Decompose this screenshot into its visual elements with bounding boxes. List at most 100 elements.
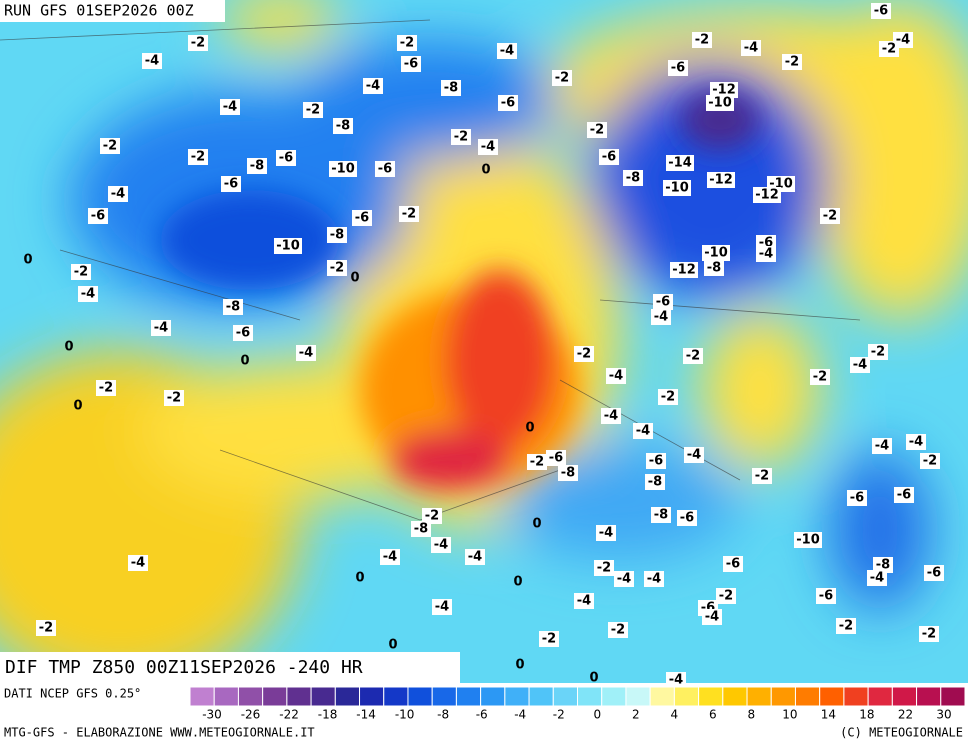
contour-label: -4 (705, 610, 719, 625)
colorbar-tick-label: 22 (898, 708, 913, 722)
credit-label: MTG-GFS - ELABORAZIONE WWW.METEOGIORNALE… (4, 726, 315, 740)
colorbar-swatch (770, 686, 796, 707)
colorbar-tick-label: 6 (709, 708, 717, 722)
label-box (658, 389, 678, 405)
contour-label: -4 (299, 346, 313, 361)
label-box (668, 60, 688, 76)
label-box (906, 434, 926, 450)
label-box (644, 571, 664, 587)
contour-label: 0 (240, 354, 249, 369)
colorbar-tick-label: 4 (670, 708, 678, 722)
label-box (128, 555, 148, 571)
contour-label: -6 (671, 61, 685, 76)
label-box (220, 99, 240, 115)
label-box (432, 599, 452, 615)
contour-label: -6 (819, 589, 833, 604)
contour-label: -2 (191, 150, 205, 165)
label-box (380, 549, 400, 565)
contour-label: -2 (823, 209, 837, 224)
label-box (741, 40, 761, 56)
colorbar-tick-label: -8 (437, 708, 449, 722)
label-box (753, 187, 781, 203)
contour-label: 0 (481, 163, 490, 178)
label-box (574, 346, 594, 362)
label-box (108, 186, 128, 202)
colorbar: -30 -26 -22 -18 -14 -10 -8 -6 -4 -2 0 2 4 6 8 10 14 18 22 3… (189, 686, 966, 722)
contour-label: -6 (355, 211, 369, 226)
label-box (666, 672, 686, 688)
colorbar-tick-label: -30 (202, 708, 222, 722)
label-box (596, 525, 616, 541)
contour-label: 0 (350, 271, 359, 286)
contour-label: -2 (590, 123, 604, 138)
colorbar-swatch (383, 686, 409, 707)
contour-label: -4 (435, 600, 449, 615)
contour-label: -6 (549, 451, 563, 466)
contour-label: -4 (383, 550, 397, 565)
label-box (794, 532, 822, 548)
copyright-label: (C) METEOGIORNALE (840, 726, 963, 740)
contour-label: -8 (876, 558, 890, 573)
label-box (836, 618, 856, 634)
label-box (71, 264, 91, 280)
contour-label: -2 (871, 345, 885, 360)
label-box (879, 41, 899, 57)
colorbar-swatch (189, 686, 215, 707)
temperature-field (0, 0, 968, 683)
label-box (276, 150, 296, 166)
contour-label: -2 (661, 390, 675, 405)
label-box (375, 161, 395, 177)
label-box (683, 348, 703, 364)
contour-label: -4 (609, 369, 623, 384)
contour-label: -2 (99, 381, 113, 396)
contour-label: -8 (561, 466, 575, 481)
label-box (188, 149, 208, 165)
contour-label: 0 (532, 517, 541, 532)
contour-label: -2 (555, 71, 569, 86)
label-box (397, 35, 417, 51)
colorbar-swatch (359, 686, 385, 707)
label-box (606, 368, 626, 384)
contour-label: -8 (444, 81, 458, 96)
label-box (329, 161, 357, 177)
contour-label: -2 (330, 261, 344, 276)
contour-label: -2 (191, 36, 205, 51)
contour-label: -4 (604, 409, 618, 424)
label-box (151, 320, 171, 336)
contour-label: -4 (481, 140, 495, 155)
contour-label: -8 (626, 171, 640, 186)
label-box (497, 43, 517, 59)
label-box (142, 53, 162, 69)
contour-label: -2 (611, 623, 625, 638)
colorbar-swatch (334, 686, 361, 707)
label-box (677, 510, 697, 526)
contour-label: -2 (402, 207, 416, 222)
contour-label: -10 (276, 239, 300, 254)
contour-label: -6 (378, 162, 392, 177)
label-box (867, 570, 887, 586)
contour-label: -6 (726, 557, 740, 572)
label-box (820, 208, 840, 224)
label-box (847, 490, 867, 506)
contour-label: -6 (404, 57, 418, 72)
contour-label: -14 (668, 156, 692, 171)
map-title: DIF TMP Z850 00Z11SEP2026 -240 HR (5, 657, 363, 678)
contour-label: -6 (927, 566, 941, 581)
contour-label: -4 (500, 44, 514, 59)
colorbar-swatch (552, 686, 578, 707)
label-box (710, 82, 738, 98)
label-box (465, 549, 485, 565)
contour-label: -2 (425, 509, 439, 524)
contour-label: 0 (23, 253, 32, 268)
contour-label: -2 (577, 347, 591, 362)
colorbar-swatch (722, 686, 748, 707)
label-box (614, 571, 634, 587)
contour-label: -4 (223, 100, 237, 115)
label-box (894, 487, 914, 503)
label-box (303, 102, 323, 118)
contour-label: -2 (454, 130, 468, 145)
source-label: DATI NCEP GFS 0.25° (4, 687, 141, 701)
colorbar-tick-label: -26 (241, 708, 261, 722)
contour-label: -4 (617, 572, 631, 587)
contour-label: -10 (665, 181, 689, 196)
